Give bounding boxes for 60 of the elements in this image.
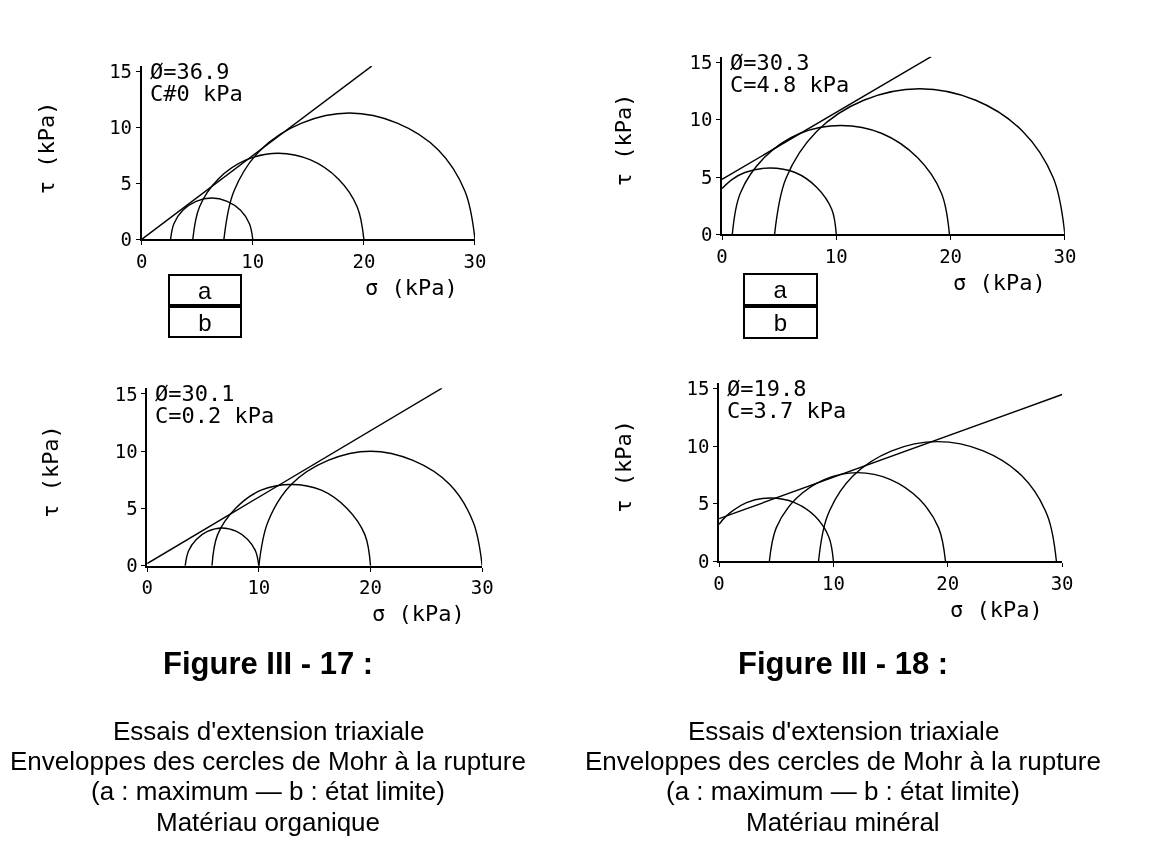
x-axis-title: σ (kPa) [365,275,458,300]
y-tick-label: 0 [697,549,710,572]
y-tick-label: 5 [126,497,138,520]
annotation: Ø=30.1 [155,381,235,406]
y-tick-label: 0 [126,554,138,577]
y-tick-label: 15 [109,60,133,83]
x-axis-title: σ (kPa) [372,601,465,626]
annotation: C=3.7 kPa [727,398,847,423]
text: Figure III - 18 : [738,646,949,681]
text: Enveloppes des cercles de Mohr à la rupture [585,746,1101,776]
text: (a : maximum — b : état limite) [91,776,445,806]
y-tick-label: 5 [697,492,710,515]
x-tick-label: 30 [1053,245,1077,268]
y-axis-title: τ (kPa) [611,420,637,513]
x-tick-label: 10 [821,571,845,594]
y-tick-label: 10 [689,108,713,131]
text: a [773,276,788,303]
annotation: C=4.8 kPa [730,72,850,97]
x-tick-label: 30 [470,576,494,599]
text: Matériau minéral [746,807,940,837]
x-axis-title: σ (kPa) [953,270,1046,295]
y-tick-label: 15 [686,377,710,400]
y-tick-label: 10 [109,116,133,139]
y-tick-label: 15 [114,382,138,405]
x-tick-label: 0 [716,245,728,268]
y-axis-title: τ (kPa) [610,93,636,187]
text: b [773,309,788,336]
y-tick-label: 10 [686,434,710,457]
y-tick-label: 0 [700,223,713,246]
x-tick-label: 20 [352,249,376,272]
text: b [198,308,212,336]
x-tick-label: 10 [241,249,265,272]
y-tick-label: 10 [114,439,138,462]
x-tick-label: 30 [463,249,487,272]
text: Matériau organique [156,807,381,837]
text: a [198,276,212,304]
text: Essais d'extension triaxiale [688,716,1000,746]
text: Enveloppes des cercles de Mohr à la rupture [10,746,526,776]
text: (a : maximum — b : état limite) [666,776,1020,806]
annotation: Ø=36.9 [150,59,230,84]
x-tick-label: 30 [1050,571,1074,594]
x-tick-label: 0 [141,576,153,599]
x-tick-label: 20 [936,571,960,594]
annotation: Ø=30.3 [730,50,810,75]
y-tick-label: 5 [120,172,133,195]
y-axis-title: τ (kPa) [34,101,60,195]
x-axis-title: σ (kPa) [950,597,1043,622]
annotation: C#0 kPa [150,81,243,106]
x-tick-label: 10 [247,576,271,599]
y-tick-label: 15 [689,51,713,74]
annotation: C=0.2 kPa [155,403,275,428]
x-tick-label: 20 [359,576,382,599]
annotation: Ø=19.8 [727,376,807,401]
x-tick-label: 10 [824,245,848,268]
text: Essais d'extension triaxiale [113,716,425,746]
y-tick-label: 0 [120,227,133,250]
x-tick-label: 20 [939,245,963,268]
y-axis-title: τ (kPa) [37,425,63,518]
text: Figure III - 17 : [163,646,374,681]
y-tick-label: 5 [700,165,713,188]
